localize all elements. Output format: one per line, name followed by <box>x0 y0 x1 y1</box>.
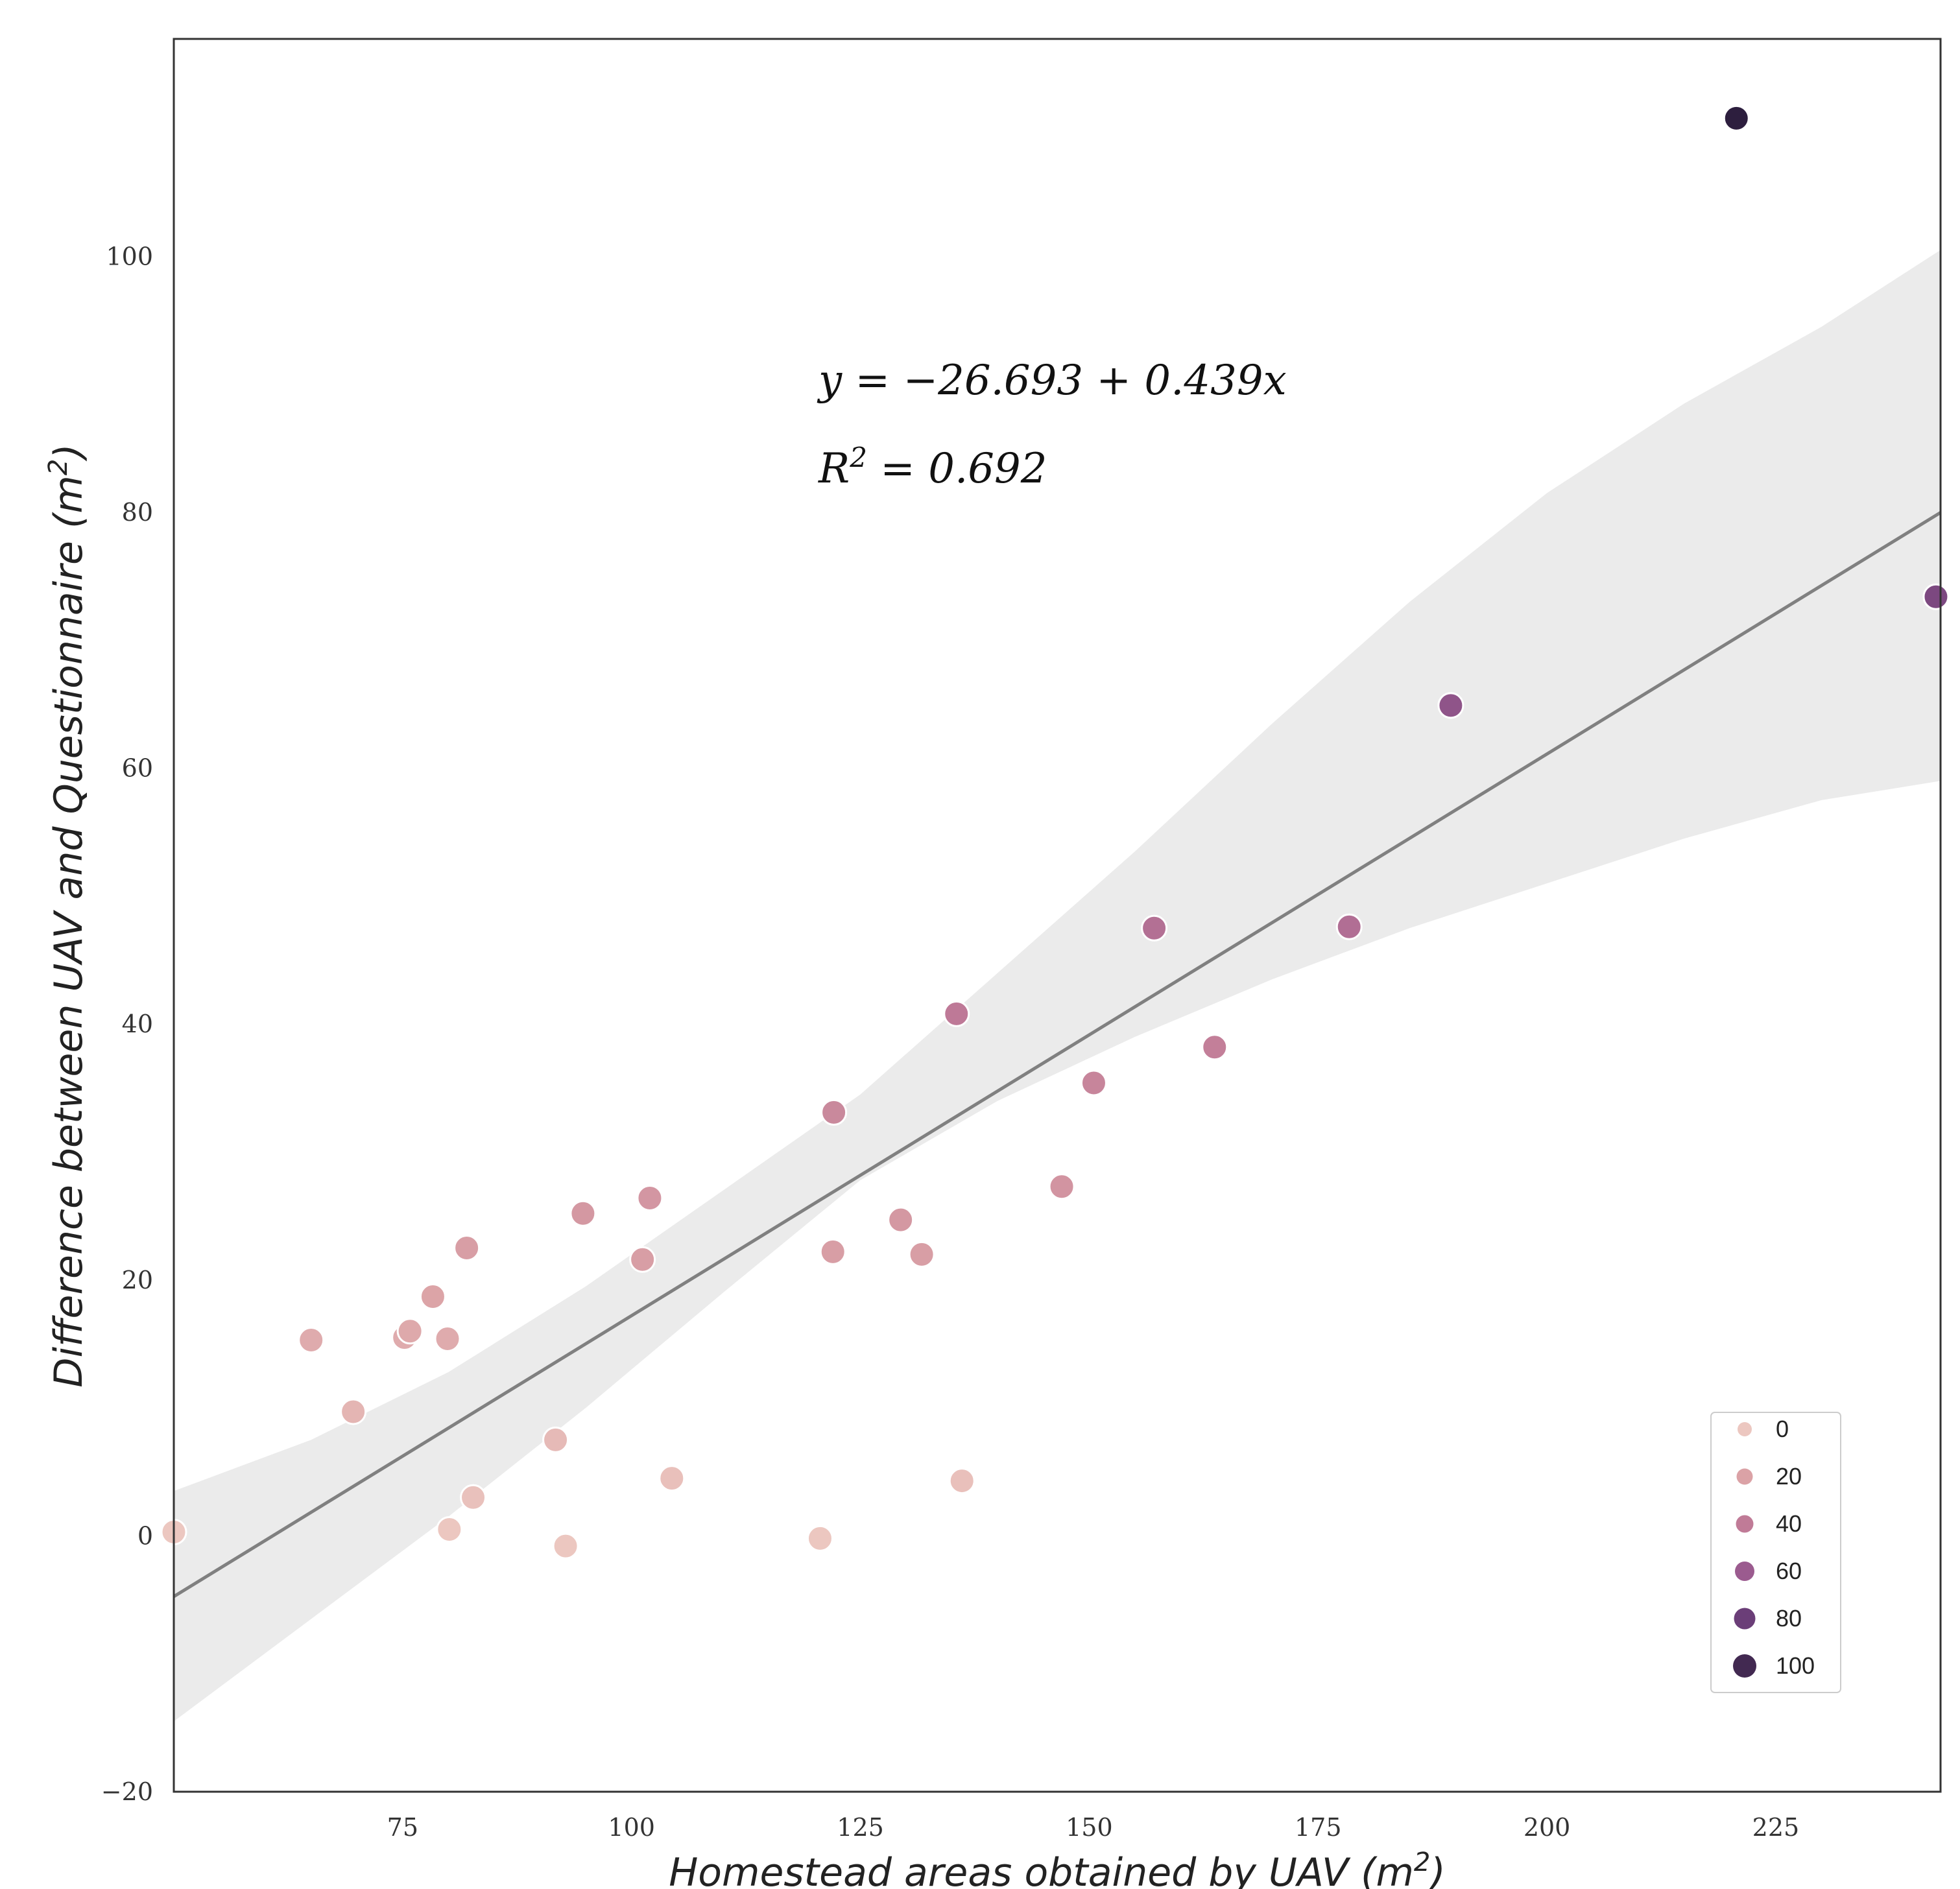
scatter-point <box>1437 692 1464 719</box>
scatter-point <box>1080 1069 1107 1097</box>
r-squared-value: = 0.692 <box>867 445 1047 493</box>
r-squared-sup: 2 <box>849 442 867 473</box>
legend-label: 80 <box>1776 1605 1802 1632</box>
x-tick-label: 175 <box>1295 1813 1342 1842</box>
y-axis-title-sup: 2 <box>43 459 73 475</box>
scatter-point <box>340 1398 367 1425</box>
scatter-point <box>460 1484 487 1511</box>
scatter-points-group <box>160 104 1950 1560</box>
y-axis-title: Difference between UAV and Questionnaire… <box>43 444 91 1387</box>
r-squared-annotation: R2 = 0.692 <box>818 442 1047 493</box>
y-tick-label: 60 <box>122 754 153 783</box>
scatter-point <box>1141 914 1168 942</box>
scatter-point <box>658 1465 686 1492</box>
x-axis-ticks: 75 100 125 150 175 200 225 <box>387 1813 1800 1842</box>
confidence-band <box>174 250 1941 1722</box>
scatter-point <box>419 1283 446 1310</box>
regression-line-group <box>173 511 1942 1598</box>
x-axis-title-sup: 2 <box>1414 1847 1430 1877</box>
scatter-point <box>1723 104 1750 132</box>
legend-label: 20 <box>1776 1463 1802 1490</box>
x-tick-label: 100 <box>608 1813 655 1842</box>
legend-entries: 0 20 40 60 80 100 <box>1733 1416 1815 1679</box>
x-tick-label: 200 <box>1524 1813 1571 1842</box>
legend-marker <box>1735 1562 1754 1581</box>
plot-frame <box>173 38 1942 1793</box>
x-tick-label: 75 <box>387 1813 418 1842</box>
legend-box <box>1710 1412 1841 1693</box>
scatter-point <box>943 1000 970 1027</box>
legend-label: 100 <box>1776 1652 1815 1679</box>
y-tick-label: 80 <box>122 498 153 527</box>
legend-label: 60 <box>1776 1558 1802 1584</box>
legend-marker <box>1738 1422 1752 1436</box>
scatter-point <box>453 1234 481 1261</box>
scatter-point <box>819 1238 846 1265</box>
scatter-point <box>636 1185 663 1212</box>
scatter-point <box>1201 1034 1228 1061</box>
regression-line <box>173 511 1942 1598</box>
legend-marker <box>1734 1608 1756 1630</box>
legend-marker <box>1736 1515 1754 1533</box>
y-axis-title-main: Difference between UAV and Questionnaire… <box>46 475 91 1388</box>
x-axis-title-main: Homestead areas obtained by UAV (m <box>669 1850 1414 1889</box>
y-tick-label: 0 <box>137 1521 153 1550</box>
y-axis-title-close: ) <box>46 444 91 461</box>
x-tick-label: 225 <box>1752 1813 1800 1842</box>
scatter-point <box>434 1325 461 1353</box>
scatter-point <box>542 1426 569 1453</box>
legend-marker <box>1736 1468 1753 1485</box>
scatter-point <box>552 1532 579 1560</box>
y-tick-label: −20 <box>101 1777 153 1806</box>
scatter-point <box>396 1318 424 1345</box>
legend: 0 20 40 60 80 100 <box>1710 1412 1841 1693</box>
x-axis-title-close: ) <box>1428 1850 1445 1889</box>
x-tick-label: 150 <box>1066 1813 1113 1842</box>
scatter-point <box>298 1327 325 1354</box>
y-axis-ticks: −20 0 20 40 60 80 100 <box>101 242 153 1806</box>
scatter-point <box>948 1467 975 1495</box>
x-tick-label: 125 <box>837 1813 884 1842</box>
y-tick-label: 20 <box>122 1266 153 1294</box>
scatter-point <box>887 1206 914 1233</box>
scatter-point <box>569 1200 597 1227</box>
scatter-point <box>436 1516 463 1543</box>
regression-equation: y = −26.693 + 0.439x <box>817 357 1287 405</box>
legend-marker <box>1733 1654 1756 1678</box>
scatter-point <box>1048 1173 1075 1200</box>
legend-label: 40 <box>1776 1510 1802 1537</box>
scatter-point <box>806 1525 833 1552</box>
scatter-point <box>1335 913 1363 940</box>
legend-label: 0 <box>1776 1416 1789 1442</box>
scatter-point <box>908 1241 935 1268</box>
y-tick-label: 100 <box>106 242 153 270</box>
r-squared-prefix: R <box>818 445 850 493</box>
confidence-band-group <box>174 250 1941 1722</box>
scatter-point <box>1922 583 1950 610</box>
scatter-point <box>820 1099 848 1126</box>
y-tick-label: 40 <box>122 1010 153 1038</box>
x-axis-title: Homestead areas obtained by UAV (m2) <box>669 1847 1446 1889</box>
scatter-point <box>629 1246 656 1273</box>
